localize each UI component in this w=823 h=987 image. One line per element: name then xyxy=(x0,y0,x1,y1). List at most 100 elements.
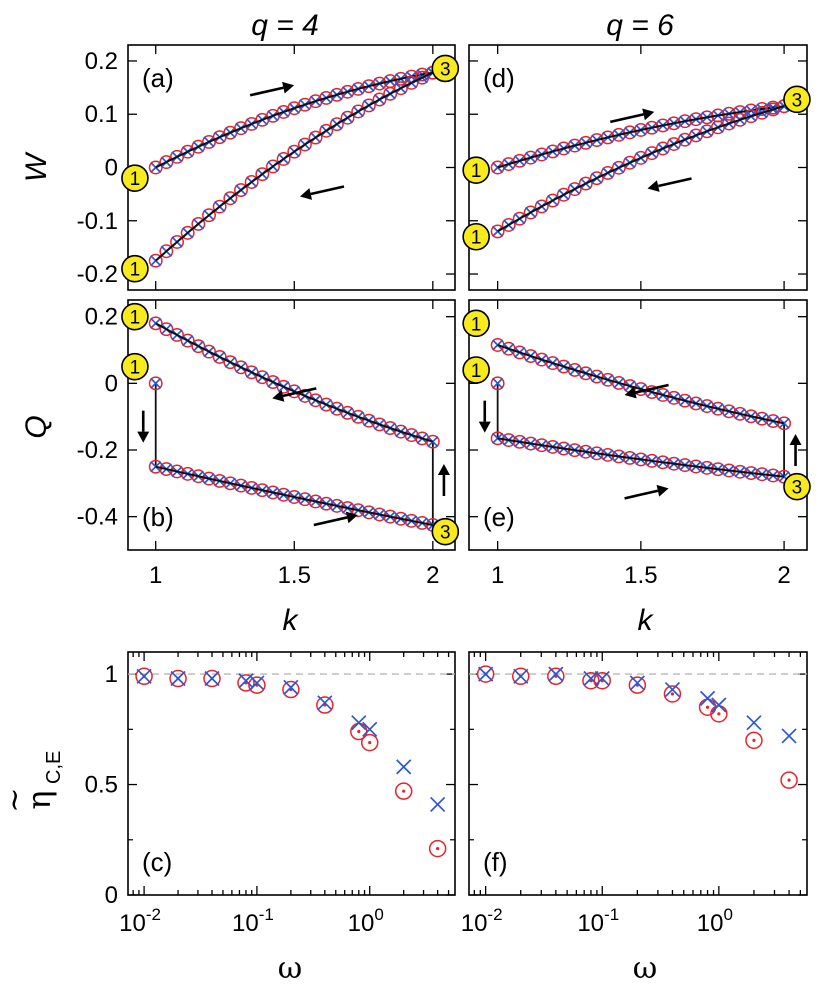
x-tick-label: 2 xyxy=(777,562,790,589)
y-tick-label: 0 xyxy=(105,155,118,182)
panel-e: 1 1.5 2 1 1 3 (e) xyxy=(462,299,811,589)
state-badge-3 xyxy=(783,85,811,114)
circle-marker xyxy=(404,513,419,528)
circle-marker xyxy=(202,208,216,223)
circle-marker xyxy=(633,123,648,137)
direction-arrow xyxy=(249,86,284,97)
circle-marker xyxy=(297,137,312,152)
x-axis-title-k-left: k xyxy=(283,604,300,637)
direction-arrow-head xyxy=(642,108,655,121)
x-tick-label: 2 xyxy=(426,562,439,589)
x-axis-title-omega-right: ω xyxy=(633,951,657,986)
state-badge-1 xyxy=(462,222,490,251)
panel-c: 10-2 10-1 100 1 0.5 0 (c) xyxy=(85,651,456,937)
direction-arrow-head xyxy=(272,390,285,402)
circle-marker xyxy=(237,674,255,692)
plot-frame-e xyxy=(468,299,808,551)
eta-symbol: η xyxy=(20,790,58,809)
y-axis-title-eta: η ~ C,E xyxy=(0,751,65,813)
y-tick-label: 0.5 xyxy=(85,772,118,799)
direction-arrow xyxy=(635,383,669,394)
state-badge-1 xyxy=(121,254,149,283)
series-line-lower xyxy=(155,71,434,262)
circle-marker xyxy=(361,79,376,94)
circle-marker xyxy=(383,509,398,524)
circle-marker xyxy=(170,328,184,342)
state-badge-1 xyxy=(121,302,149,331)
direction-arrow-head xyxy=(478,421,491,433)
circle-marker xyxy=(700,110,714,125)
circle-marker xyxy=(428,839,447,858)
circle-marker xyxy=(351,503,366,518)
data-layer xyxy=(490,338,792,484)
circle-marker-dot xyxy=(436,847,440,851)
x-tick-label: 10-1 xyxy=(232,905,274,937)
circle-marker xyxy=(212,199,227,214)
data-layer xyxy=(490,99,792,239)
circle-marker xyxy=(148,376,163,391)
state-badge-label: 1 xyxy=(471,314,482,335)
x-tick-label: 1 xyxy=(491,562,504,589)
circle-marker xyxy=(600,130,615,145)
panel-label-d: (d) xyxy=(483,63,515,93)
cross-marker xyxy=(781,728,797,744)
y-tick-label: -0.2 xyxy=(77,261,118,288)
circle-marker xyxy=(766,414,781,428)
panel-d: 1 1 3 (d) xyxy=(462,44,811,291)
circle-marker xyxy=(722,404,736,419)
cross-marker xyxy=(150,377,162,389)
plot-frame-b xyxy=(127,299,456,551)
circle-marker xyxy=(490,224,505,239)
cross-marker xyxy=(778,417,790,429)
circle-marker xyxy=(170,464,184,479)
state-badge-label: 1 xyxy=(471,361,482,382)
cross-marker xyxy=(711,697,727,713)
circle-marker xyxy=(223,191,238,206)
series-line-lower xyxy=(155,465,434,526)
circle-marker xyxy=(663,685,682,703)
circle-marker-dot xyxy=(670,692,675,696)
cross-marker xyxy=(249,675,265,691)
circle-marker xyxy=(523,205,538,220)
circle-marker-dot xyxy=(752,738,756,742)
circle-marker-dot xyxy=(368,740,372,745)
circle-marker xyxy=(425,434,440,449)
direction-arrow-head xyxy=(282,81,295,94)
circle-marker xyxy=(744,409,758,424)
circle-marker xyxy=(319,123,334,138)
circle-marker xyxy=(135,667,153,686)
cross-marker xyxy=(629,675,645,691)
circle-marker xyxy=(319,496,334,511)
x-axis-title-omega-left: ω xyxy=(278,951,302,986)
circle-marker xyxy=(512,211,527,226)
circle-marker-dot xyxy=(705,705,710,709)
x-tick-label: 100 xyxy=(348,905,384,937)
eta-subscript: C,E xyxy=(43,751,65,784)
circle-marker xyxy=(777,416,792,431)
circle-marker xyxy=(244,175,259,189)
column-title-left: q = 4 xyxy=(251,9,319,42)
circle-marker xyxy=(329,87,344,102)
circle-marker xyxy=(372,507,387,522)
state-badge-label: 3 xyxy=(440,523,451,544)
series-line-upper xyxy=(155,71,433,169)
circle-marker xyxy=(308,130,323,145)
cross-marker xyxy=(548,666,564,682)
cross-marker xyxy=(362,721,378,737)
circle-marker xyxy=(148,316,163,331)
circle-marker xyxy=(361,505,376,520)
circle-marker xyxy=(556,187,571,202)
state-badge-label: 1 xyxy=(130,260,141,281)
data-layer xyxy=(148,65,440,268)
series-line-lower xyxy=(497,437,785,478)
circle-marker xyxy=(255,483,270,498)
circle-marker xyxy=(622,125,637,140)
circle-marker xyxy=(159,244,174,259)
direction-arrow-head xyxy=(137,431,150,443)
direction-arrow xyxy=(313,516,348,527)
circle-marker xyxy=(476,665,495,683)
direction-arrow xyxy=(282,387,317,398)
circle-marker xyxy=(688,112,703,127)
state-badge-label: 3 xyxy=(792,478,803,499)
